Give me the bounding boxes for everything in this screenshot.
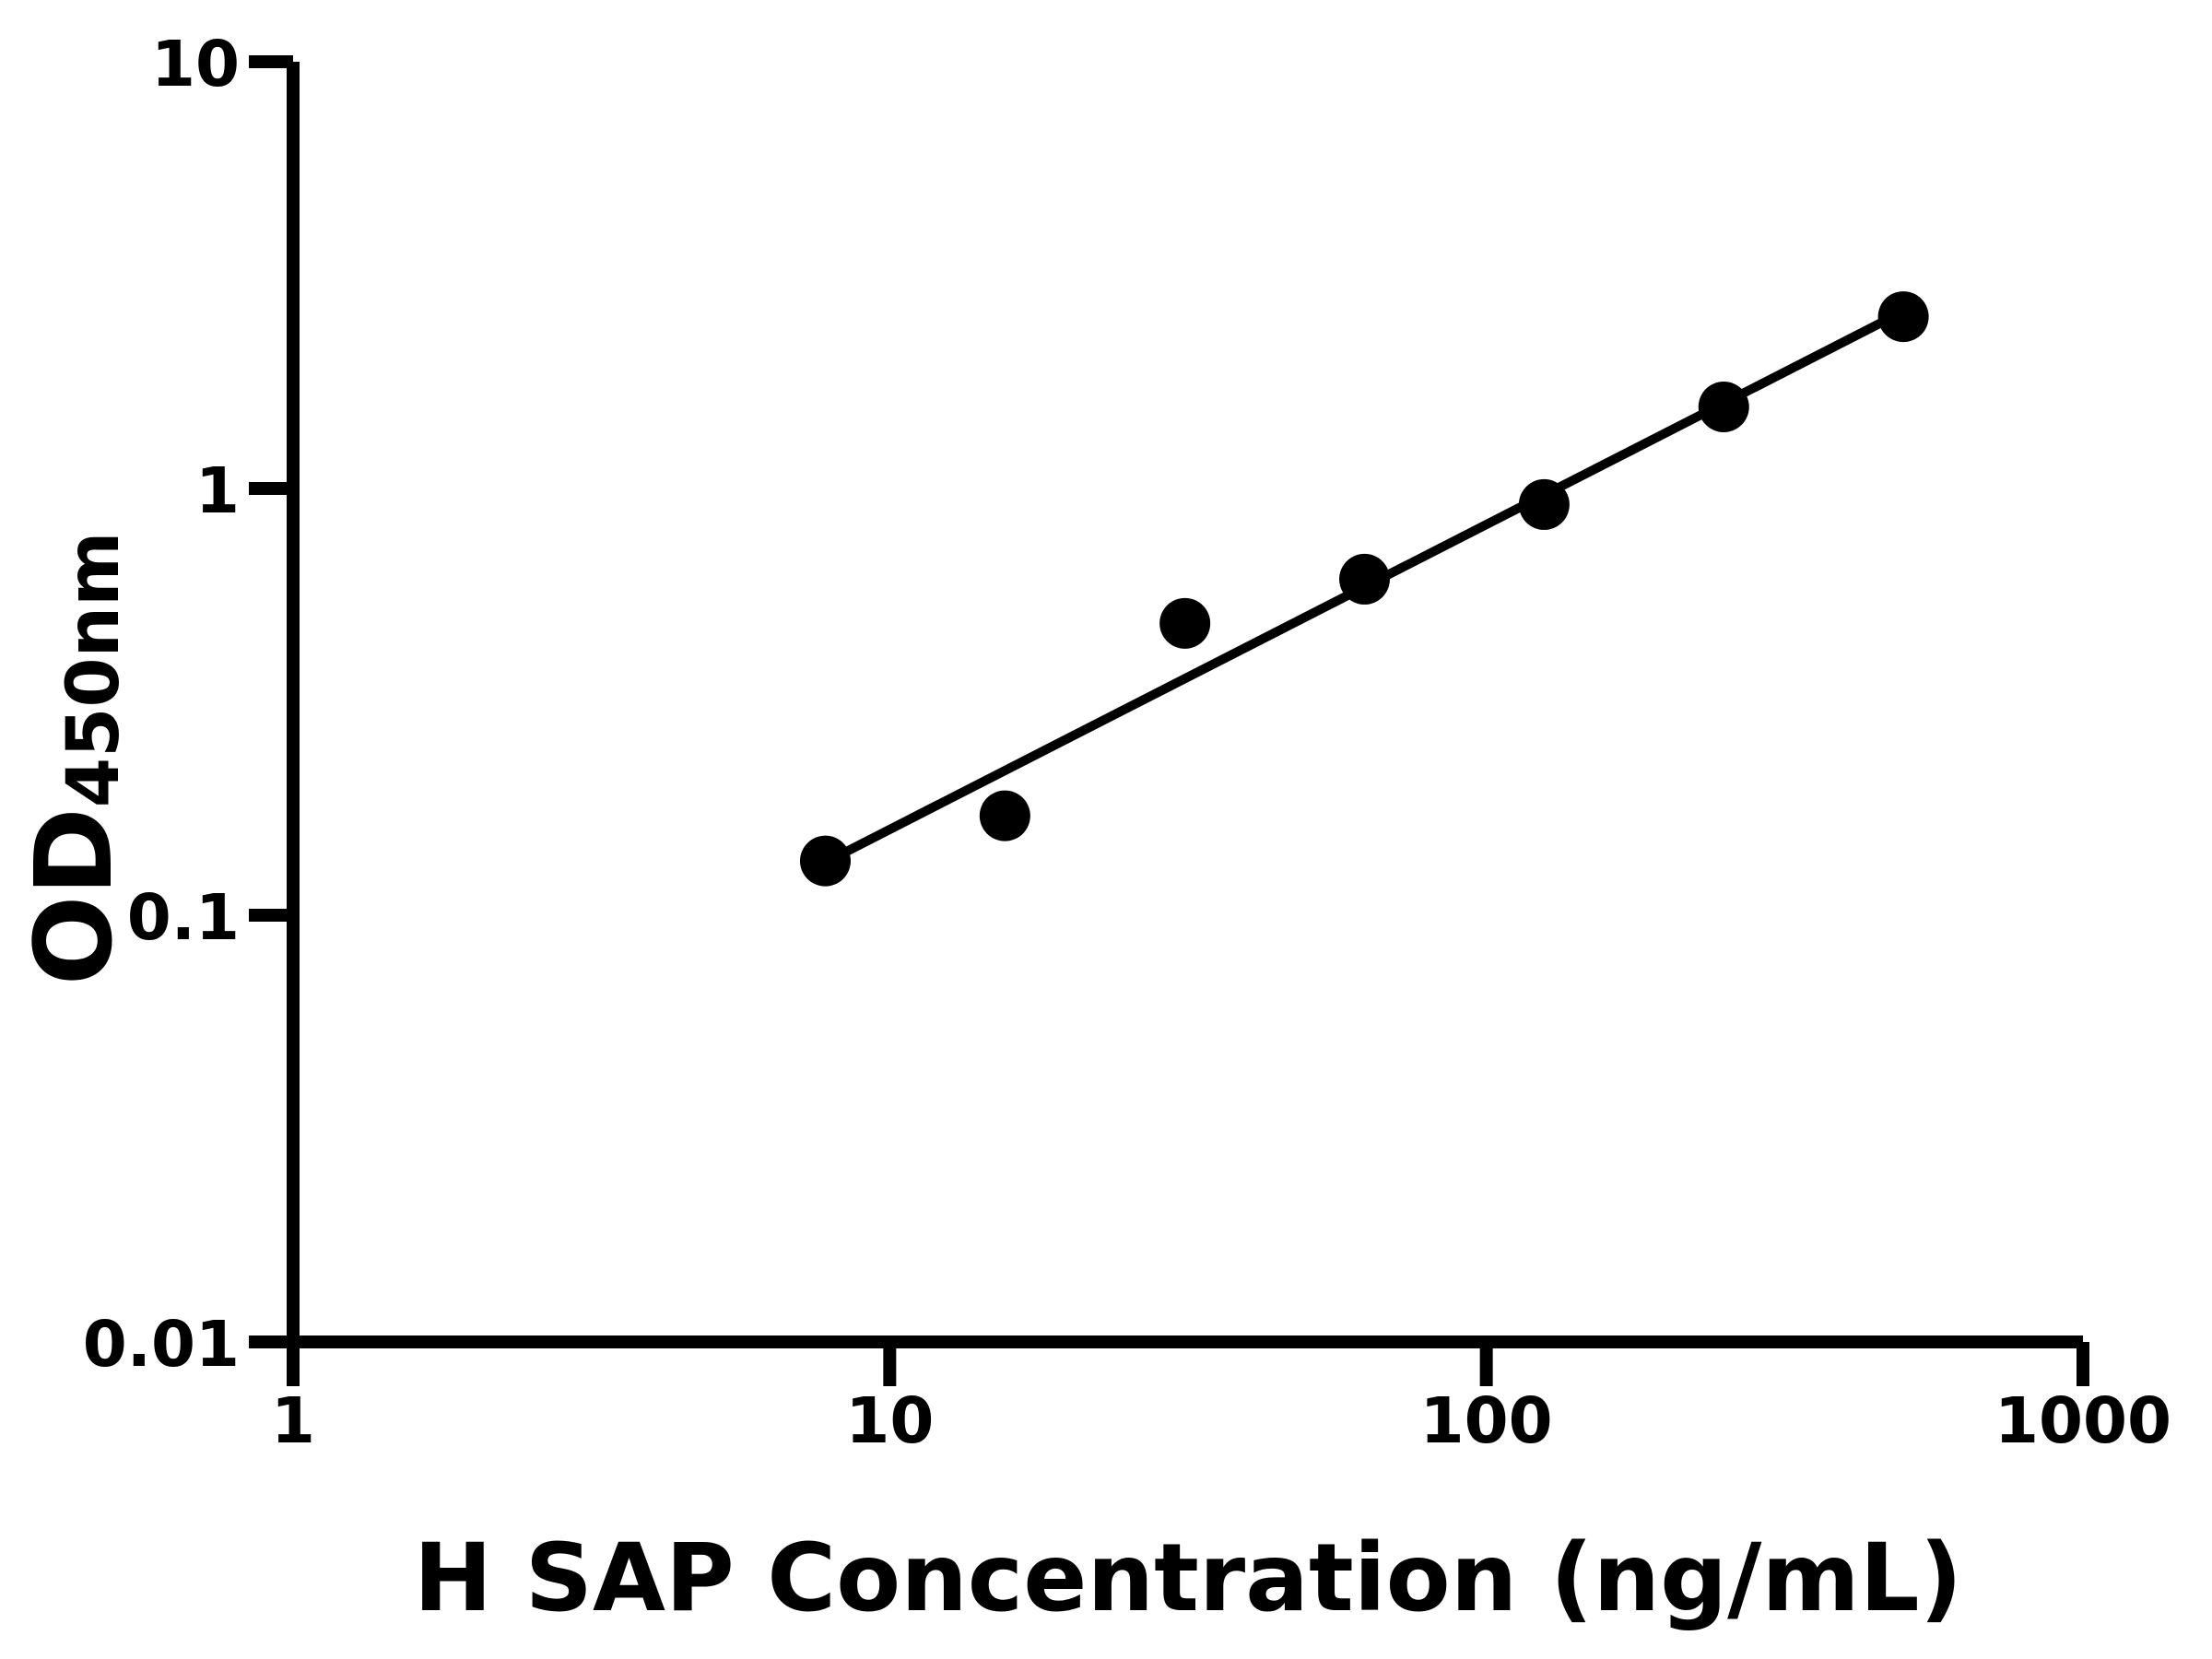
y-tick-label: 0.01 xyxy=(83,1308,240,1382)
x-axis-title: H SAP Concentration (ng/mL) xyxy=(414,1524,1963,1633)
data-point xyxy=(979,790,1030,841)
axes-layer: 1 10 100 1000 0.01 0.1 1 10 xyxy=(83,28,2171,1458)
y-axis-title: OD450nm xyxy=(13,532,136,986)
data-point xyxy=(1159,597,1211,649)
data-point xyxy=(1339,553,1391,605)
y-tick-label: 1 xyxy=(195,454,240,528)
y-axis-title-sub: 450nm xyxy=(53,532,135,808)
data-layer xyxy=(799,291,1929,887)
x-tick-label: 100 xyxy=(1420,1384,1553,1458)
axis-spine xyxy=(287,62,2083,1348)
x-tick-label: 10 xyxy=(845,1384,934,1458)
y-axis-title-main: OD xyxy=(13,807,136,985)
x-tick-label: 1 xyxy=(271,1384,315,1458)
data-point xyxy=(1877,291,1929,343)
data-point xyxy=(799,835,851,887)
data-point xyxy=(1518,478,1570,530)
data-point xyxy=(1698,381,1749,432)
y-tick-label: 0.1 xyxy=(127,881,240,955)
y-tick-label: 10 xyxy=(151,28,240,101)
x-tick-label: 1000 xyxy=(1994,1384,2171,1458)
